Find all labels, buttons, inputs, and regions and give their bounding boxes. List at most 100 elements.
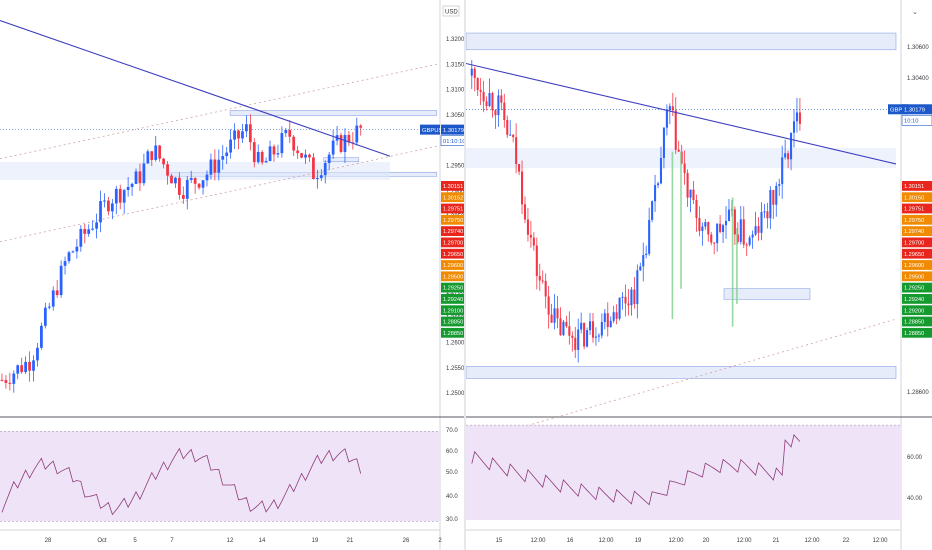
time-tick: 21 — [347, 538, 354, 544]
candle-body — [727, 209, 731, 222]
candle-body — [698, 217, 701, 231]
level-tag-label: 1.28850 — [904, 331, 924, 337]
countdown-tag — [440, 135, 464, 146]
candle-body — [63, 261, 67, 266]
lower-zone — [466, 366, 897, 379]
level-tag-red — [902, 181, 932, 191]
right-chart-pane[interactable]: 1.306001.304001.298001.28600GBPUSD1.3017… — [466, 0, 932, 550]
time-tick: 5 — [133, 538, 137, 544]
candle-body — [518, 164, 521, 172]
level-tag-red — [441, 226, 464, 236]
highlight-band — [0, 162, 390, 180]
candle-body — [677, 149, 680, 152]
candle-body — [482, 91, 485, 102]
candle-body — [716, 223, 719, 244]
rsi-line — [1, 447, 362, 516]
level-tag-label: 1.29700 — [443, 241, 463, 247]
level-tag-label: 1.29500 — [904, 274, 924, 280]
rsi-tick: 30.0 — [446, 517, 458, 523]
candle-body — [142, 163, 146, 184]
candle-body — [559, 318, 562, 336]
candle-body — [683, 163, 686, 174]
candle-body — [331, 140, 335, 155]
time-tick: 19 — [312, 538, 319, 544]
candle-body — [742, 219, 745, 245]
candle-body — [47, 306, 51, 308]
candle-body — [745, 244, 748, 246]
level-tag-orange — [902, 260, 932, 270]
candle-body — [491, 93, 494, 111]
rsi-line — [471, 434, 801, 506]
candle-body — [233, 130, 236, 140]
candle-body — [775, 185, 778, 205]
time-tick: 12 — [227, 538, 234, 544]
candle-body — [606, 313, 609, 328]
candle-body — [122, 190, 126, 203]
rsi-tick: 60.0 — [446, 449, 458, 455]
candle-body — [205, 174, 209, 181]
level-tag-label: 1.29500 — [443, 274, 463, 280]
symbol-tag — [420, 124, 440, 135]
symbol-tag-label: GBPUSD — [422, 128, 446, 134]
candle-body — [304, 154, 307, 158]
countdown-tag — [901, 114, 932, 126]
level-tag-label: 1.29650 — [904, 252, 924, 258]
candle-body — [8, 382, 12, 384]
candle-body — [627, 303, 630, 306]
level-tag-label: 1.30150 — [904, 195, 924, 201]
candle-body — [665, 110, 668, 128]
candle-body — [512, 134, 515, 138]
candle-body — [185, 179, 189, 199]
level-tag-green — [902, 282, 932, 293]
countdown-label: 01:10:10 — [443, 139, 464, 145]
level-tag-green — [441, 294, 464, 304]
candle-body — [347, 134, 351, 143]
time-tick: 19 — [635, 538, 642, 544]
chevron-down-icon: ⌄ — [912, 9, 918, 16]
level-tag-label: 1.29740 — [443, 229, 463, 235]
candle-body — [209, 159, 213, 175]
channel-line-0 — [474, 318, 897, 442]
candle-body — [654, 185, 657, 202]
trend-line — [466, 62, 897, 165]
level-tag-label: 1.30152 — [443, 195, 463, 201]
level-tag-label: 1.29240 — [904, 297, 924, 303]
level-tag-label: 1.28850 — [904, 320, 924, 326]
price-tick: 1.3150 — [446, 62, 464, 68]
candle-body — [339, 135, 343, 152]
candle-body — [633, 289, 636, 304]
candle-body — [568, 326, 571, 336]
candle-body — [784, 153, 787, 158]
pane-divider[interactable] — [464, 0, 466, 550]
candle-body — [621, 296, 624, 298]
candle-body — [359, 125, 363, 128]
currency-selector — [442, 5, 460, 17]
candle-body — [645, 253, 648, 256]
level-tag-green — [902, 305, 932, 316]
candle-body — [736, 234, 739, 242]
candle-body — [189, 178, 193, 180]
candle-body — [308, 154, 311, 158]
candle-body — [59, 265, 63, 296]
candle-body — [32, 360, 35, 371]
candle-body — [260, 151, 264, 163]
time-tick: 28 — [45, 538, 52, 544]
last-price-label: 1.30179 — [443, 128, 464, 134]
time-tick: 12:00 — [668, 538, 684, 544]
candle-body — [83, 228, 87, 234]
last-price-tag — [441, 124, 464, 135]
candle-body — [292, 136, 296, 151]
price-tick: 1.2700 — [446, 290, 464, 296]
candle-body — [36, 347, 39, 361]
candle-body — [701, 226, 704, 231]
candle-body — [95, 222, 98, 229]
candle-body — [103, 200, 106, 202]
candle-body — [574, 337, 577, 350]
candle-body — [494, 110, 497, 116]
candle-body — [43, 307, 47, 326]
last-price-tag — [902, 104, 932, 115]
left-chart-pane[interactable]: 1.32001.31501.31001.30501.30001.29501.29… — [0, 0, 464, 550]
price-tick: 1.28600 — [907, 390, 929, 396]
small-zone — [323, 157, 360, 163]
level-tag-label: 1.29750 — [904, 218, 924, 224]
